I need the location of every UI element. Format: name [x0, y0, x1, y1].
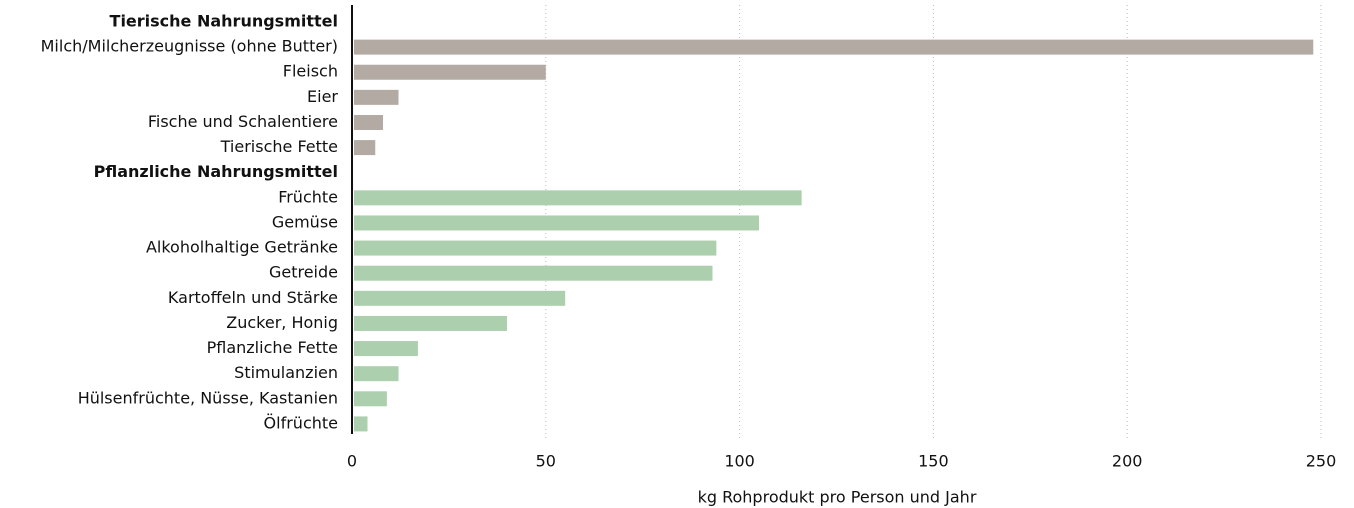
- bar: [354, 315, 508, 331]
- y-tick-label: Eier: [307, 87, 338, 106]
- y-tick-label: Fische und Schalentiere: [148, 112, 338, 131]
- group-header: Pflanzliche Nahrungsmittel: [94, 162, 338, 181]
- bar: [354, 114, 384, 130]
- bar: [354, 290, 566, 306]
- bar: [354, 64, 546, 80]
- y-tick-label: Milch/Milcherzeugnisse (ohne Butter): [41, 37, 338, 56]
- y-tick-label: Pflanzliche Fette: [207, 338, 338, 357]
- bar: [354, 341, 418, 357]
- x-axis-label: kg Rohprodukt pro Person und Jahr: [698, 488, 977, 507]
- group-header: Tierische Nahrungsmittel: [110, 12, 338, 31]
- y-tick-label: Tierische Fette: [220, 137, 338, 156]
- y-tick-label: Hülsenfrüchte, Nüsse, Kastanien: [78, 388, 338, 407]
- bar: [354, 190, 802, 206]
- bar: [354, 416, 368, 432]
- y-tick-label: Kartoffeln und Stärke: [168, 288, 338, 307]
- x-tick-label: 0: [347, 452, 357, 471]
- x-tick-label: 150: [918, 452, 949, 471]
- bar: [354, 215, 759, 231]
- y-tick-label: Fleisch: [283, 62, 338, 81]
- bar: [354, 39, 1314, 55]
- bar: [354, 265, 713, 281]
- bar: [354, 240, 717, 256]
- x-tick-label: 200: [1112, 452, 1143, 471]
- x-tick-label: 50: [536, 452, 556, 471]
- y-tick-label: Früchte: [278, 187, 338, 206]
- bar: [354, 89, 399, 105]
- x-tick-label: 100: [724, 452, 755, 471]
- y-tick-label: Zucker, Honig: [226, 313, 338, 332]
- y-tick-label: Alkoholhaltige Getränke: [146, 238, 338, 257]
- y-tick-label: Ölfrüchte: [264, 413, 338, 432]
- y-tick-label: Getreide: [269, 263, 338, 282]
- bar: [354, 140, 376, 156]
- bar: [354, 366, 399, 382]
- x-tick-label: 250: [1306, 452, 1337, 471]
- y-tick-label: Gemüse: [272, 212, 338, 231]
- bar: [354, 391, 387, 407]
- y-tick-label: Stimulanzien: [234, 363, 338, 382]
